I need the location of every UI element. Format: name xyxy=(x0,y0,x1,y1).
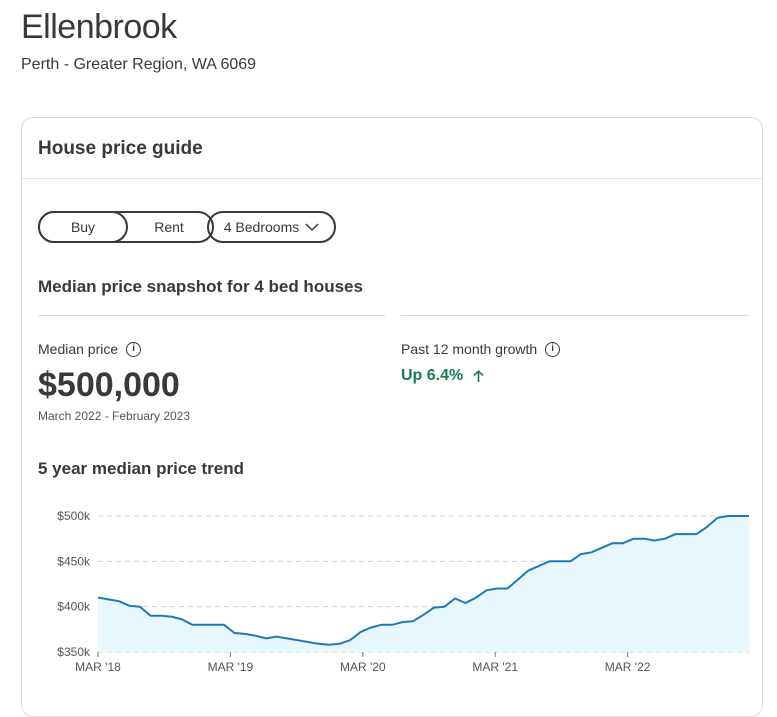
arrow-up-icon xyxy=(473,369,484,382)
growth-value: Up 6.4% xyxy=(401,367,484,385)
median-price-value: $500,000 xyxy=(38,366,180,404)
x-tick-label: MAR '20 xyxy=(340,660,386,674)
x-tick-label: MAR '18 xyxy=(75,660,121,674)
chevron-down-icon xyxy=(305,222,319,231)
y-tick-label: $500k xyxy=(57,509,91,523)
trend-title: 5 year median price trend xyxy=(38,459,244,478)
x-tick-label: MAR '22 xyxy=(605,660,651,674)
rent-option[interactable]: Rent xyxy=(154,219,184,235)
median-price-period: March 2022 - February 2023 xyxy=(38,409,191,423)
x-tick-label: MAR '19 xyxy=(208,660,254,674)
x-tick-label: MAR '21 xyxy=(472,660,518,674)
y-tick-label: $350k xyxy=(57,645,91,659)
y-tick-label: $400k xyxy=(57,600,91,614)
snapshot-title: Median price snapshot for 4 bed houses xyxy=(38,277,363,296)
suburb-region: Perth - Greater Region, WA 6069 xyxy=(21,56,257,73)
growth-label: Past 12 month growth i xyxy=(401,341,561,357)
buy-rent-toggle[interactable]: Buy Rent xyxy=(38,211,214,243)
buy-option[interactable]: Buy xyxy=(38,211,128,243)
bedrooms-dropdown-label: 4 Bedrooms xyxy=(223,219,300,235)
divider-right xyxy=(401,315,748,316)
info-icon[interactable]: i xyxy=(126,341,142,357)
suburb-title: Ellenbrook xyxy=(21,8,177,46)
series-line xyxy=(97,515,749,646)
area-fill xyxy=(98,516,749,652)
info-icon[interactable]: i xyxy=(545,341,561,357)
median-price-label: Median price i xyxy=(38,341,142,357)
y-tick-label: $450k xyxy=(57,554,91,568)
divider-left xyxy=(38,315,385,316)
bedrooms-dropdown[interactable]: 4 Bedrooms xyxy=(207,211,336,243)
card-title: House price guide xyxy=(22,118,762,179)
house-price-guide-card: House price guide Buy Rent 4 Bedrooms Me… xyxy=(21,117,763,717)
